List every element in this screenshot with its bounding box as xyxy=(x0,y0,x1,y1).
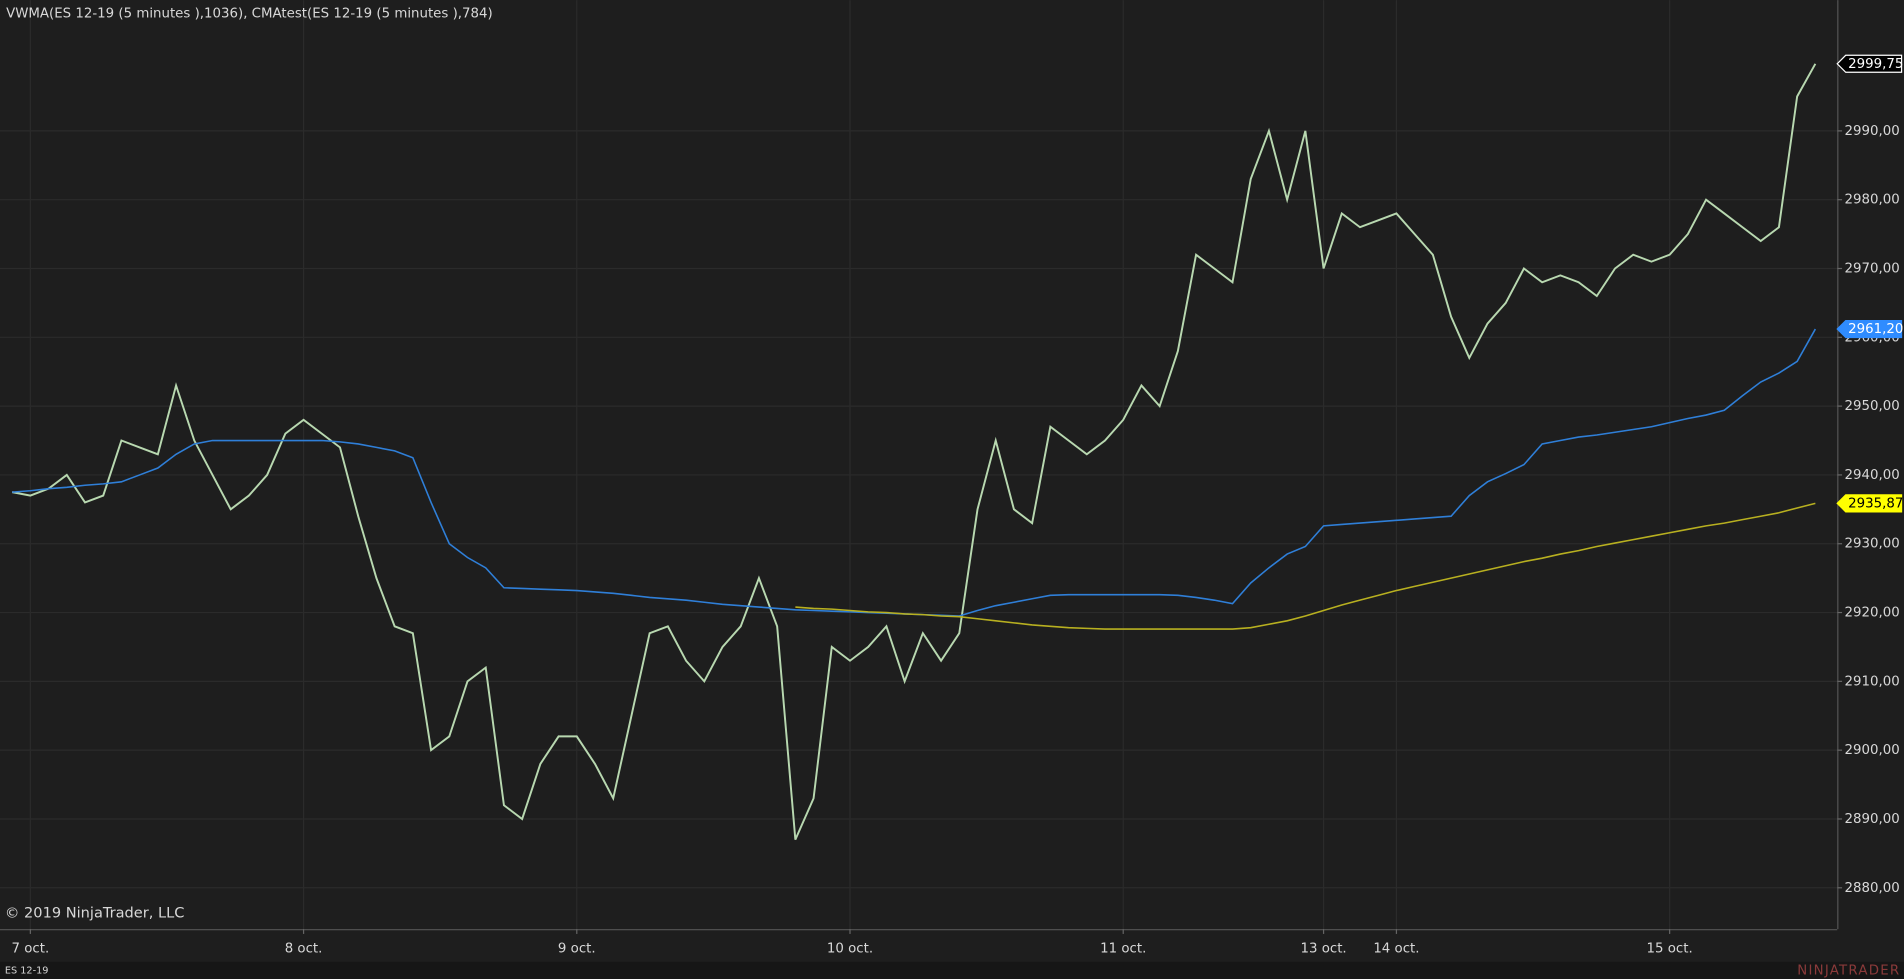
series-line xyxy=(795,502,1816,630)
y-tick-label: 2900,00 xyxy=(1845,743,1900,758)
status-bar xyxy=(0,961,1904,979)
chart-title: VWMA(ES 12-19 (5 minutes ),1036), CMAtes… xyxy=(6,7,493,22)
y-tick-label: 2950,00 xyxy=(1845,399,1900,414)
logo: NINJATRADER xyxy=(1797,963,1900,978)
y-tick-label: 2930,00 xyxy=(1845,537,1900,552)
x-tick-label: 8 oct. xyxy=(285,942,323,957)
price-tag xyxy=(1836,494,1903,513)
grid xyxy=(0,0,1838,930)
x-tick-label: 7 oct. xyxy=(11,942,49,957)
y-tick-label: 2920,00 xyxy=(1845,606,1900,621)
x-tick-label: 11 oct. xyxy=(1100,942,1146,957)
series-line xyxy=(11,63,1817,841)
y-tick-label: 2890,00 xyxy=(1845,812,1900,827)
price-tag xyxy=(1836,319,1903,339)
price-tag-label: 2999,75 xyxy=(1848,57,1903,72)
y-tick-label: 2940,00 xyxy=(1845,468,1900,483)
x-tick-label: 13 oct. xyxy=(1300,942,1346,957)
y-tick-label: 2970,00 xyxy=(1845,262,1900,277)
price-tag-label: 2961,20 xyxy=(1848,322,1903,337)
price-tag xyxy=(1836,54,1903,73)
price-tag-label: 2935,87 xyxy=(1848,496,1903,511)
x-tick-label: 15 oct. xyxy=(1647,942,1693,957)
y-tick-label: 2990,00 xyxy=(1845,124,1900,139)
y-tick-label: 2980,00 xyxy=(1845,193,1900,208)
plot xyxy=(11,63,1817,841)
x-tick-label: 9 oct. xyxy=(558,942,596,957)
y-tick-label: 2910,00 xyxy=(1845,674,1900,689)
labels: 2880,00 2890,00 2900,00 2910,00 2920,00 2930,… xyxy=(11,54,1903,957)
copyright: © 2019 NinjaTrader, LLC xyxy=(5,904,185,921)
instrument: ES 12-19 xyxy=(5,965,49,976)
x-tick-label: 14 oct. xyxy=(1373,942,1419,957)
x-tick-label: 10 oct. xyxy=(827,942,873,957)
y-tick-label: 2880,00 xyxy=(1845,881,1900,896)
